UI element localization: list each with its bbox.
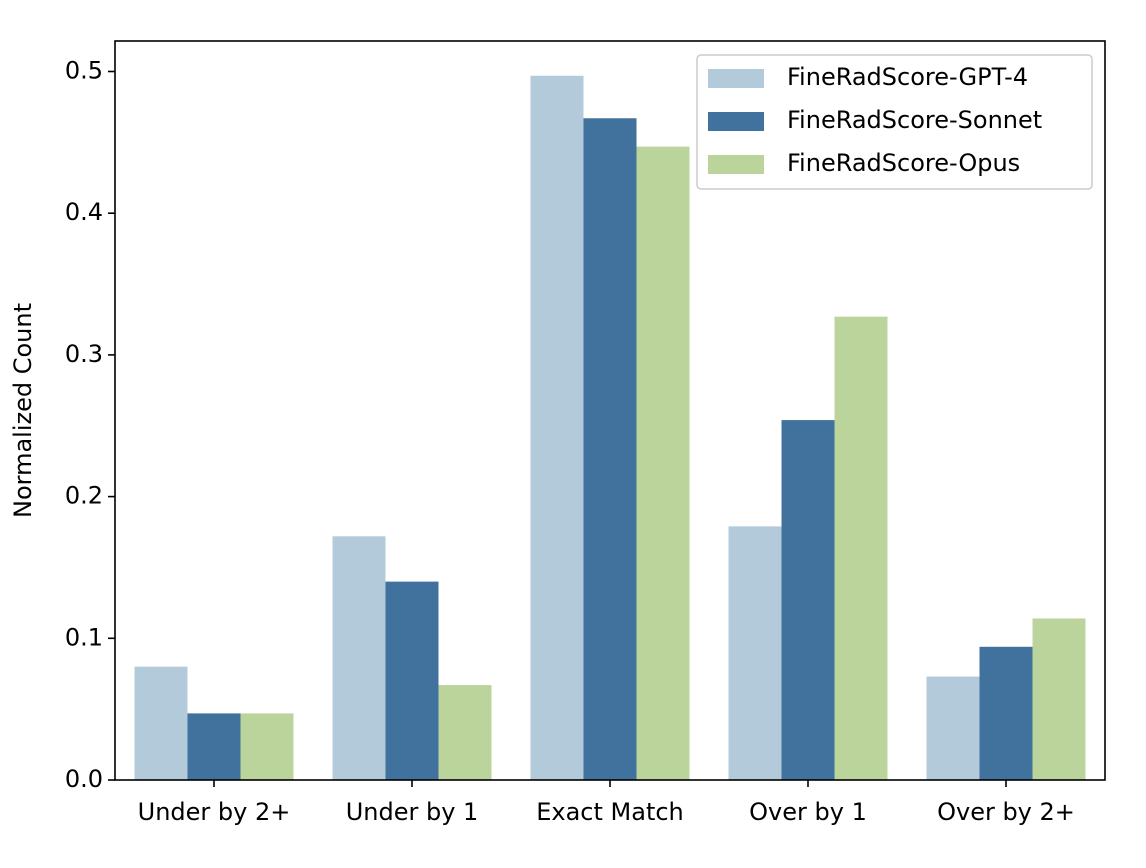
bars-layer <box>134 75 1086 781</box>
bar-1-3 <box>781 420 835 780</box>
bar-2-4 <box>1032 618 1086 780</box>
legend-swatch-0 <box>708 69 764 88</box>
y-tick-label-3: 0.3 <box>65 340 103 368</box>
bar-0-4 <box>926 676 980 780</box>
x-tick-label-3: Over by 1 <box>749 798 867 826</box>
bar-1-0 <box>187 713 241 780</box>
x-tick-label-4: Over by 2+ <box>937 798 1075 826</box>
y-tick-label-0: 0.0 <box>65 765 103 793</box>
legend-label-1: FineRadScore-Sonnet <box>787 106 1042 134</box>
y-tick-label-2: 0.2 <box>65 482 103 510</box>
bar-0-3 <box>728 526 782 780</box>
x-axis: Under by 2+ Under by 1 Exact Match Over by … <box>138 780 1075 826</box>
x-tick-label-0: Under by 2+ <box>138 798 291 826</box>
legend-label-2: FineRadScore-Opus <box>787 149 1020 177</box>
y-axis: 0.0 0.1 0.2 0.3 0.4 0.5 <box>65 57 115 793</box>
bar-0-0 <box>134 666 188 780</box>
legend: FineRadScore-GPT-4 FineRadScore-Sonnet Fin… <box>696 54 1093 190</box>
y-tick-label-1: 0.1 <box>65 623 103 651</box>
x-tick-label-1: Under by 1 <box>346 798 479 826</box>
bar-2-0 <box>240 713 294 780</box>
bar-2-1 <box>438 685 492 780</box>
bar-1-1 <box>385 581 439 780</box>
bar-0-1 <box>332 536 386 780</box>
y-tick-label-4: 0.4 <box>65 198 103 226</box>
y-tick-label-5: 0.5 <box>65 57 103 85</box>
bar-2-3 <box>834 316 888 780</box>
legend-frame <box>696 54 1093 190</box>
legend-label-0: FineRadScore-GPT-4 <box>787 63 1028 91</box>
bar-1-4 <box>979 646 1033 780</box>
x-tick-label-2: Exact Match <box>536 798 684 826</box>
bar-0-2 <box>530 75 584 780</box>
legend-swatch-1 <box>708 112 764 131</box>
y-axis-label: Normalized Count <box>9 303 37 518</box>
bar-1-2 <box>583 118 637 780</box>
legend-swatch-2 <box>708 155 764 174</box>
bar-2-2 <box>636 146 690 781</box>
